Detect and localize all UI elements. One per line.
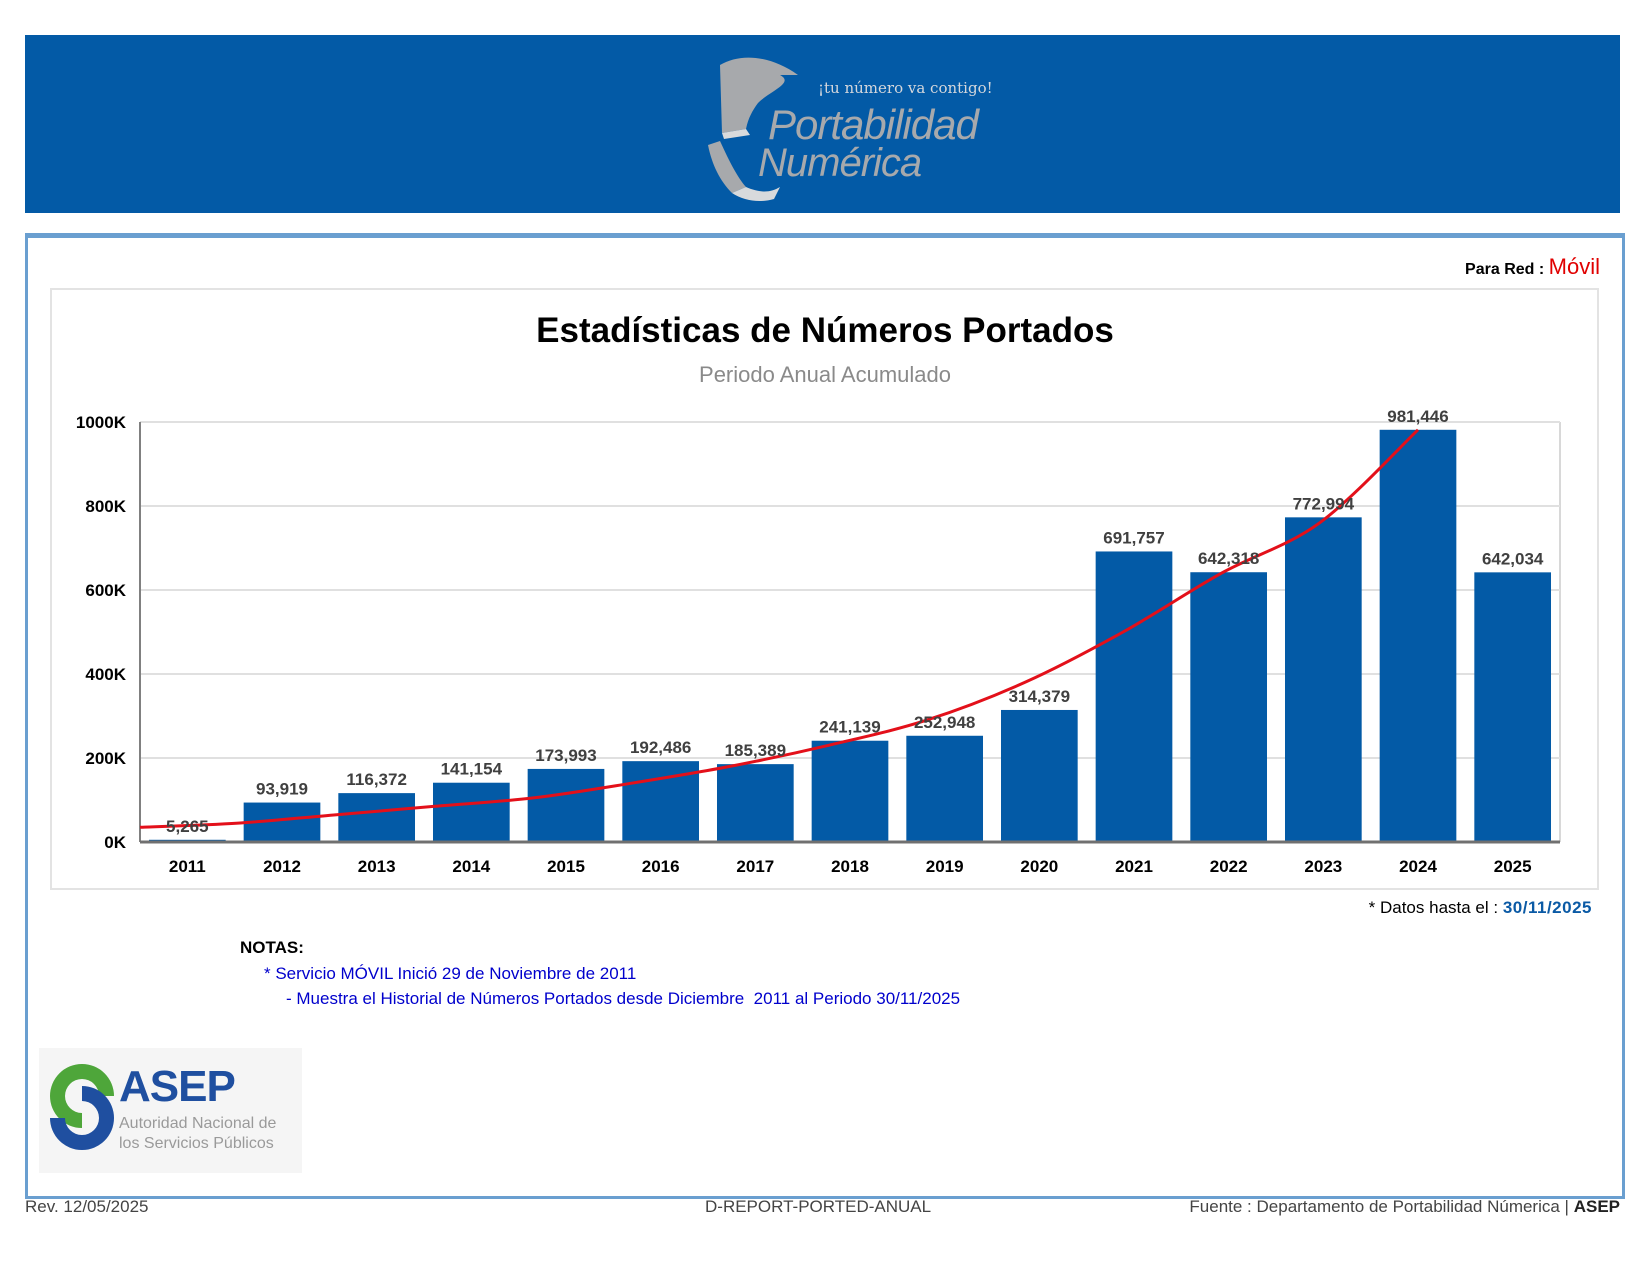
logo-title-line2: Numérica <box>758 141 922 185</box>
bar-2017 <box>716 764 794 842</box>
data-cutoff-date: 30/11/2025 <box>1502 898 1592 917</box>
footer-source-org: ASEP <box>1573 1197 1620 1216</box>
trend-line <box>139 428 1420 829</box>
asep-subtitle: Autoridad Nacional de los Servicios Públ… <box>119 1114 276 1154</box>
network-filter-value: Móvil <box>1548 254 1600 279</box>
bar-2022 <box>1190 572 1268 842</box>
x-tick-label: 2013 <box>358 857 396 876</box>
y-tick-label: 200K <box>85 749 126 768</box>
chart-container: Estadísticas de Números Portados Periodo… <box>50 288 1599 890</box>
x-tick-label: 2023 <box>1304 857 1342 876</box>
header-banner: ¡tu número va contigo! Portabilidad Numé… <box>25 35 1620 213</box>
note-line: * Servicio MÓVIL Inició 29 de Noviembre … <box>264 964 637 983</box>
notes-heading: NOTAS: <box>240 938 304 957</box>
bar-value-label: 772,994 <box>1293 494 1355 513</box>
network-filter-separator: : <box>1538 261 1545 278</box>
bar-2018 <box>811 740 889 842</box>
bar-2021 <box>1095 551 1173 842</box>
bar-value-label: 192,486 <box>630 738 691 757</box>
bar-value-label: 981,446 <box>1387 407 1448 426</box>
bar-value-label: 314,379 <box>1009 687 1070 706</box>
report-panel: Para Red : Móvil Estadísticas de Números… <box>25 233 1625 1199</box>
logo-title-line1: Portabilidad <box>768 101 979 148</box>
logo-tagline: ¡tu número va contigo! <box>818 79 993 97</box>
x-tick-label: 2015 <box>547 857 585 876</box>
chart-title: Estadísticas de Números Portados <box>536 311 1114 350</box>
bar-value-label: 241,139 <box>819 718 880 737</box>
bar-value-label: 93,919 <box>256 780 308 799</box>
bar-2019 <box>906 735 984 842</box>
x-tick-label: 2022 <box>1210 857 1248 876</box>
chart-subtitle: Periodo Anual Acumulado <box>699 362 951 387</box>
x-tick-label: 2011 <box>169 857 206 876</box>
notes-section: NOTAS: * Servicio MÓVIL Inició 29 de Nov… <box>240 938 960 1009</box>
footer-report-code: D-REPORT-PORTED-ANUAL <box>705 1197 932 1216</box>
x-tick-label: 2019 <box>926 857 964 876</box>
y-tick-label: 600K <box>85 581 126 600</box>
footer-revision: Rev. 12/05/2025 <box>25 1197 149 1216</box>
bar-value-label: 252,948 <box>914 713 975 732</box>
bar-2020 <box>1000 709 1078 842</box>
footer-source: Fuente : Departamento de Portabilidad Nú… <box>1189 1197 1620 1217</box>
network-filter: Para Red : Móvil <box>1465 254 1600 280</box>
bar-value-label: 642,318 <box>1198 549 1259 568</box>
portabilidad-logo: ¡tu número va contigo! Portabilidad Numé… <box>700 53 1010 203</box>
asep-logo: ASEP Autoridad Nacional de los Servicios… <box>39 1048 302 1173</box>
x-tick-label: 2021 <box>1115 857 1153 876</box>
note-line: - Muestra el Historial de Números Portad… <box>286 989 961 1008</box>
data-cutoff-label: * Datos hasta el : <box>1368 898 1499 917</box>
data-cutoff: * Datos hasta el : 30/11/2025 <box>1369 898 1592 918</box>
bar-value-label: 173,993 <box>535 746 596 765</box>
x-tick-label: 2018 <box>831 857 869 876</box>
network-filter-label: Para Red <box>1465 261 1535 278</box>
x-tick-label: 2024 <box>1399 857 1437 876</box>
x-tick-label: 2017 <box>736 857 774 876</box>
bar-value-label: 185,389 <box>725 741 786 760</box>
bar-value-label: 691,757 <box>1103 528 1164 547</box>
bar-value-label: 116,372 <box>346 770 407 789</box>
asep-s-icon <box>50 1064 114 1150</box>
bar-chart: Estadísticas de Números Portados Periodo… <box>76 311 1561 876</box>
bar-2013 <box>338 793 416 842</box>
x-tick-label: 2012 <box>263 857 301 876</box>
x-tick-label: 2014 <box>452 857 490 876</box>
bar-value-label: 5,265 <box>166 817 209 836</box>
bar-value-label: 642,034 <box>1482 549 1544 568</box>
bar-2014 <box>432 782 510 842</box>
asep-subtitle-line: los Servicios Públicos <box>119 1135 274 1152</box>
footer-source-text: Fuente : Departamento de Portabilidad Nú… <box>1189 1197 1569 1216</box>
bar-value-label: 141,154 <box>441 760 503 779</box>
x-tick-label: 2025 <box>1494 857 1532 876</box>
bar-2025 <box>1474 572 1552 842</box>
x-tick-label: 2016 <box>642 857 680 876</box>
x-tick-label: 2020 <box>1020 857 1058 876</box>
asep-name: ASEP <box>119 1062 236 1111</box>
asep-subtitle-line: Autoridad Nacional de <box>119 1115 277 1132</box>
y-tick-label: 0K <box>104 833 126 852</box>
arrow-logo-icon <box>708 57 798 201</box>
bar-2015 <box>527 768 605 842</box>
y-tick-label: 1000K <box>76 413 127 432</box>
bar-2024 <box>1379 429 1457 842</box>
y-tick-label: 800K <box>85 497 126 516</box>
bar-2023 <box>1284 517 1362 842</box>
y-tick-label: 400K <box>85 665 126 684</box>
